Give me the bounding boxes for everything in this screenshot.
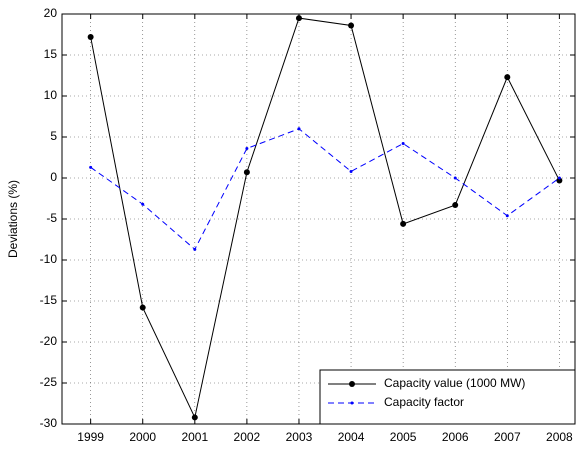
point [401,142,405,146]
point [400,220,407,227]
point [348,22,355,29]
x-tick-label: 2006 [442,430,469,444]
x-tick-label: 2005 [390,430,417,444]
y-axis-label: Deviations (%) [6,180,20,258]
point [453,176,457,180]
x-tick-label: 2000 [129,430,156,444]
point [139,304,146,311]
point [245,146,249,150]
point [452,202,459,209]
plot-frame [61,13,576,425]
legend: Capacity value (1000 MW) Capacity factor [319,369,576,425]
x-tick-label: 2004 [338,430,365,444]
legend-label: Capacity factor [384,395,464,409]
point [557,176,561,180]
point [243,169,250,176]
x-tick-label: 2001 [181,430,208,444]
point [87,33,94,40]
point [504,74,511,81]
y-tick-label: -20 [40,334,58,348]
x-tick-label: 2002 [234,430,261,444]
y-tick-label: 15 [44,47,58,61]
point [349,169,353,173]
x-tick-label: 1999 [77,430,104,444]
y-tick-label: -10 [40,252,58,266]
series-line [90,17,560,419]
x-tick-label: 2008 [546,430,573,444]
point [191,414,198,421]
legend-marker [350,401,354,405]
point [141,202,145,206]
y-tick-label: 20 [44,6,58,20]
y-tick-label: 0 [50,170,57,184]
y-tick-label: -25 [40,375,58,389]
series-line [90,128,560,251]
y-tick-label: -30 [40,416,58,430]
point [193,247,197,251]
legend-label: Capacity value (1000 MW) [384,376,525,390]
x-tick-label: 2003 [286,430,313,444]
y-tick-label: -15 [40,293,58,307]
y-tick-label: 10 [44,88,58,102]
point [295,15,302,22]
legend-box [319,369,576,425]
point [89,165,93,169]
x-tick-label: 2007 [494,430,521,444]
legend-marker [349,381,355,387]
point [505,214,509,218]
y-tick-label: -5 [46,211,57,225]
point [556,177,563,184]
y-tick-label: 5 [50,129,57,143]
point [297,127,301,131]
